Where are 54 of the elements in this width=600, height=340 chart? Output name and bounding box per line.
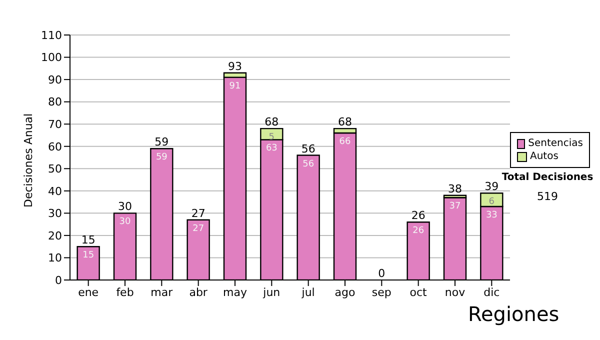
x-tick-label: mar (150, 286, 174, 299)
x-tick-label: oct (410, 286, 428, 299)
y-tick-label: 70 (48, 118, 62, 131)
data-label: 37 (449, 202, 461, 212)
data-label: 33 (486, 210, 498, 220)
legend-label: Autos (530, 150, 558, 163)
total-label: 59 (154, 136, 169, 149)
total-label: 15 (81, 234, 96, 247)
data-label: 6 (488, 197, 495, 208)
x-tick-label: nov (444, 286, 466, 299)
total-label: 68 (264, 116, 279, 129)
annotation: Total Decisiones (502, 172, 594, 183)
y-tick-label: 80 (48, 96, 62, 109)
x-tick-label: ene (78, 286, 99, 299)
data-label: 59 (156, 152, 168, 163)
y-tick-label: 90 (48, 73, 62, 86)
total-label: 30 (118, 200, 132, 214)
data-label: 27 (192, 224, 204, 234)
x-tick-label: jun (262, 286, 280, 299)
total-label: 0 (378, 267, 386, 280)
total-label: 56 (301, 142, 316, 156)
y-tick-label: 40 (48, 184, 62, 198)
total-label: 68 (338, 116, 352, 129)
data-label: 66 (339, 137, 351, 147)
y-tick-label: 20 (48, 229, 62, 242)
total-label: 38 (448, 182, 462, 196)
y-tick-label: 60 (48, 140, 62, 154)
x-tick-label: may (223, 286, 248, 299)
y-tick-label: 0 (55, 274, 62, 287)
total-label: 26 (411, 209, 426, 222)
text: Regiones (468, 302, 560, 326)
data-label: 26 (412, 226, 424, 236)
data-label: 91 (229, 81, 241, 92)
data-label: 30 (119, 217, 131, 228)
x-tick-label: dic (484, 286, 500, 299)
x-tick-label: ago (334, 286, 356, 299)
y-tick-label: 110 (41, 28, 62, 42)
x-tick-label: jul (300, 286, 315, 299)
x-tick-label: feb (116, 286, 134, 299)
legend-label: Sentencias (528, 137, 583, 150)
data-label: 63 (266, 144, 278, 154)
total-label: 39 (484, 180, 499, 194)
y-tick-label: 50 (48, 162, 62, 176)
x-tick-label: sep (372, 286, 392, 299)
y-tick-label: 30 (48, 207, 62, 220)
data-label: 15 (82, 250, 94, 261)
x-tick-label: abr (189, 286, 208, 299)
y-axis-title: Decisiones Anual (22, 113, 35, 208)
total-label: 27 (191, 206, 206, 220)
text: 519 (537, 190, 558, 203)
y-tick-label: 100 (41, 51, 62, 64)
data-label: 56 (302, 159, 314, 170)
y-tick-label: 10 (48, 252, 62, 265)
total-label: 93 (228, 60, 242, 73)
